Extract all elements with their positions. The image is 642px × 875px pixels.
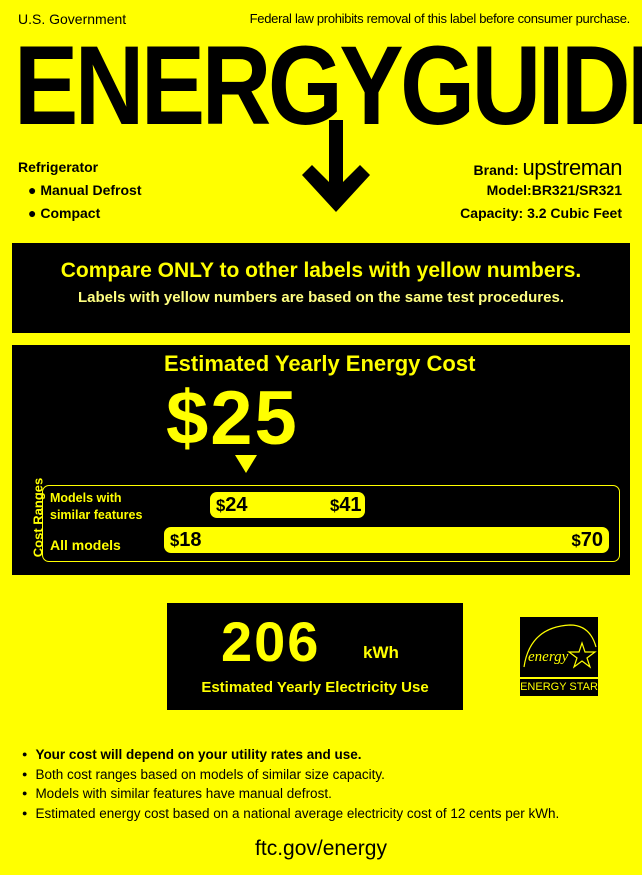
compare-line1: Compare ONLY to other labels with yellow… [60,259,582,282]
cost-title: Estimated Yearly Energy Cost [164,351,476,376]
all-range-bar: $18 $70 [164,527,609,553]
note: Both cost ranges based on models of simi… [22,765,559,785]
brand-logo: upstreman [522,155,623,180]
energy-star-icon: energy [520,617,598,677]
all-low: $18 [170,529,202,551]
cost-panel: Estimated Yearly Energy Cost $25 Cost Ra… [12,345,630,575]
electricity-panel: 206 kWh Estimated Yearly Electricity Use [167,603,463,710]
feature-compact: ● Compact [28,205,101,221]
similar-high: $41 [330,494,362,516]
notes-list: Your cost will depend on your utility ra… [22,745,559,823]
electricity-unit: kWh [363,643,399,662]
compare-panel: Compare ONLY to other labels with yellow… [12,243,630,333]
note: Estimated energy cost based on a nationa… [22,804,559,824]
down-arrow-icon [302,120,370,212]
svg-text:energy: energy [528,649,569,665]
energy-star-label: ENERGY STAR [520,679,598,696]
federal-law-notice: Federal law prohibits removal of this la… [249,11,631,26]
product-type: Refrigerator [18,159,99,175]
capacity: Capacity: 3.2 Cubic Feet [460,205,622,221]
ftc-link[interactable]: ftc.gov/energy [255,837,387,860]
compare-line2: Labels with yellow numbers are based on … [78,289,564,306]
electricity-value: 206 [221,610,321,673]
brand: Brand: upstreman [473,155,623,180]
similar-label: Models with similar features [50,491,143,522]
electricity-label: Estimated Yearly Electricity Use [201,679,429,696]
model: Model:BR321/SR321 [486,182,622,198]
feature-manual-defrost: ● Manual Defrost [28,182,142,198]
similar-low: $24 [216,494,248,516]
cost-marker-icon [235,455,257,473]
us-government: U.S. Government [18,11,127,27]
all-high: $70 [571,529,603,551]
all-models-label: All models [50,537,121,553]
energy-star-logo: energy ENERGY STAR [520,617,598,697]
note: Your cost will depend on your utility ra… [22,745,559,765]
cost-ranges-box [42,485,620,562]
similar-range-bar: $24 $41 [210,492,365,518]
note: Models with similar features have manual… [22,784,559,804]
cost-value: $25 [166,376,299,461]
energyguide-title: ENERGYGUIDE [14,23,642,148]
